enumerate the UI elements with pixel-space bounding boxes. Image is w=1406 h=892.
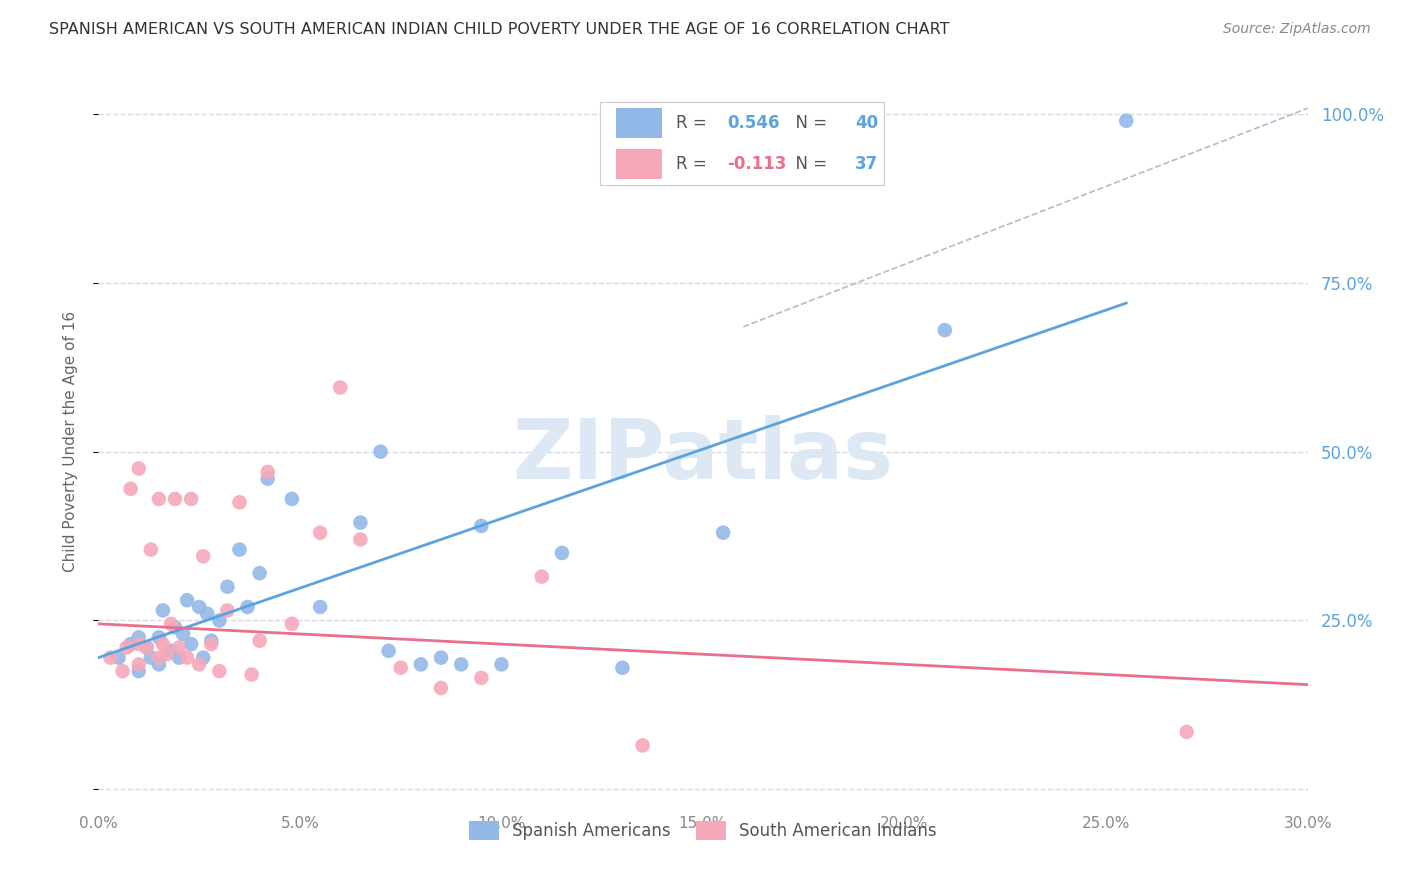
Text: R =: R = <box>676 113 713 132</box>
Point <box>389 661 412 675</box>
Point <box>180 637 202 651</box>
Point <box>217 580 239 594</box>
Text: 37: 37 <box>855 155 879 173</box>
Point <box>120 637 142 651</box>
Point <box>450 657 472 672</box>
Point <box>208 664 231 678</box>
Point <box>430 650 453 665</box>
Point <box>217 603 239 617</box>
Point <box>167 640 190 655</box>
Point <box>281 491 304 506</box>
Point <box>470 519 492 533</box>
Point <box>167 650 190 665</box>
Text: ZIPatlas: ZIPatlas <box>513 416 893 497</box>
Y-axis label: Child Poverty Under the Age of 16: Child Poverty Under the Age of 16 <box>63 311 77 572</box>
FancyBboxPatch shape <box>616 149 662 179</box>
Point <box>160 616 183 631</box>
FancyBboxPatch shape <box>616 108 662 138</box>
Point <box>349 533 371 547</box>
Point <box>208 614 231 628</box>
Point <box>188 599 211 614</box>
Point <box>135 640 157 655</box>
Point <box>309 525 332 540</box>
Point <box>152 603 174 617</box>
Point <box>228 495 250 509</box>
Point <box>200 637 222 651</box>
Point <box>249 566 271 581</box>
Point <box>249 633 271 648</box>
Point <box>236 599 259 614</box>
Point <box>160 644 183 658</box>
Point <box>115 640 138 655</box>
Point <box>163 491 186 506</box>
Point <box>188 657 211 672</box>
Point <box>228 542 250 557</box>
Point <box>128 657 150 672</box>
Text: 0.546: 0.546 <box>727 113 780 132</box>
Point <box>1115 113 1137 128</box>
Text: Source: ZipAtlas.com: Source: ZipAtlas.com <box>1223 22 1371 37</box>
Point <box>135 640 157 655</box>
Point <box>349 516 371 530</box>
Point <box>256 465 278 479</box>
Point <box>193 650 215 665</box>
Point <box>934 323 956 337</box>
Point <box>470 671 492 685</box>
Point <box>176 593 198 607</box>
Text: SPANISH AMERICAN VS SOUTH AMERICAN INDIAN CHILD POVERTY UNDER THE AGE OF 16 CORR: SPANISH AMERICAN VS SOUTH AMERICAN INDIA… <box>49 22 949 37</box>
Legend: Spanish Americans, South American Indians: Spanish Americans, South American Indian… <box>461 813 945 848</box>
Text: 40: 40 <box>855 113 879 132</box>
Point <box>551 546 574 560</box>
Point <box>139 650 162 665</box>
Point <box>172 627 194 641</box>
Point <box>377 644 399 658</box>
Point <box>176 650 198 665</box>
Text: R =: R = <box>676 155 713 173</box>
Point <box>409 657 432 672</box>
Point <box>148 631 170 645</box>
Point <box>370 444 392 458</box>
Point <box>107 650 129 665</box>
Point <box>148 657 170 672</box>
Point <box>152 637 174 651</box>
Point <box>163 620 186 634</box>
Point <box>128 631 150 645</box>
Point <box>148 491 170 506</box>
Point <box>530 569 553 583</box>
Text: N =: N = <box>785 113 832 132</box>
Point <box>329 380 352 394</box>
Point <box>240 667 263 681</box>
Text: -0.113: -0.113 <box>727 155 786 173</box>
Point <box>148 650 170 665</box>
Point <box>491 657 513 672</box>
Point <box>256 472 278 486</box>
Text: N =: N = <box>785 155 832 173</box>
Point <box>139 542 162 557</box>
Point <box>612 661 634 675</box>
Point <box>128 637 150 651</box>
Point <box>180 491 202 506</box>
Point <box>1175 725 1198 739</box>
Point <box>120 482 142 496</box>
Point <box>128 461 150 475</box>
Point <box>100 650 122 665</box>
Point <box>193 549 215 564</box>
Point <box>430 681 453 695</box>
Point <box>156 647 179 661</box>
Point <box>111 664 134 678</box>
Point <box>128 664 150 678</box>
Point <box>631 739 654 753</box>
Point <box>281 616 304 631</box>
FancyBboxPatch shape <box>600 102 884 185</box>
Point <box>309 599 332 614</box>
Point <box>200 633 222 648</box>
Point <box>711 525 734 540</box>
Point <box>195 607 218 621</box>
